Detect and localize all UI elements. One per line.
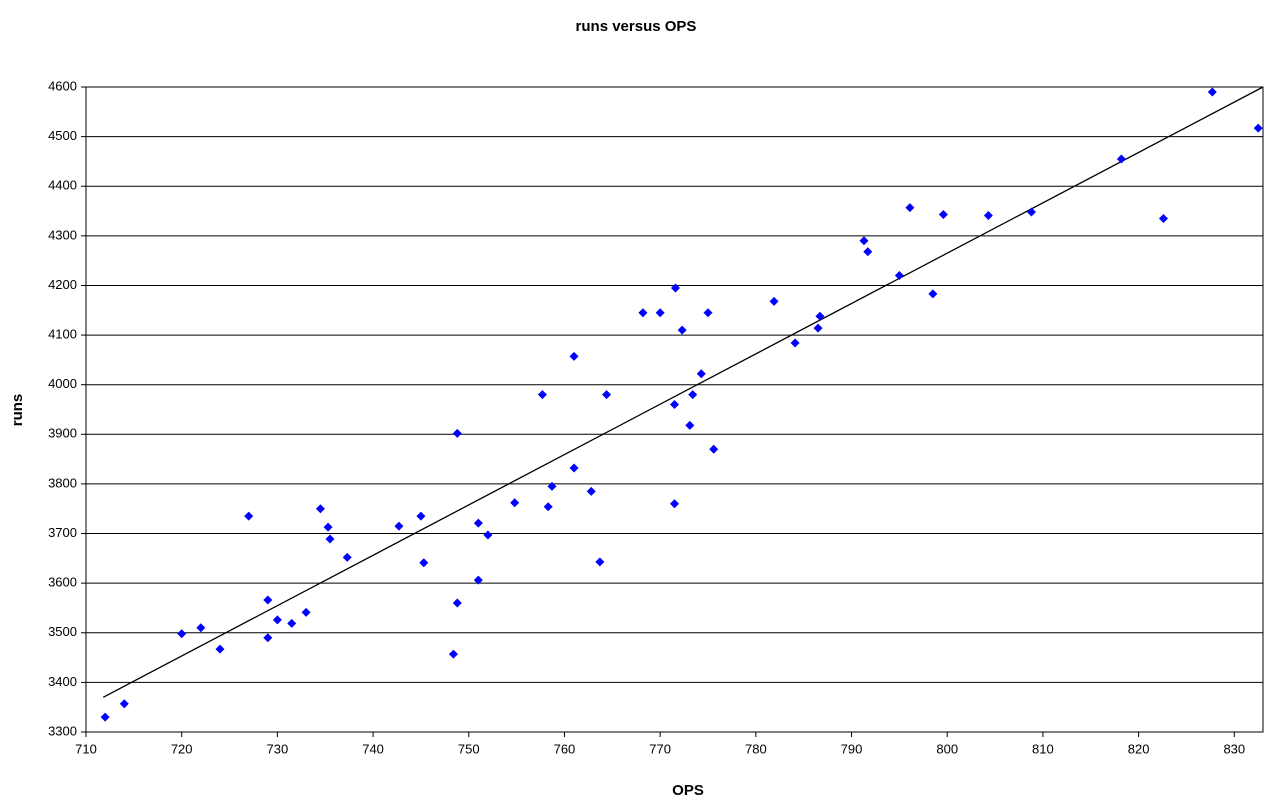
- y-tick-label: 3500: [48, 624, 77, 639]
- data-point: [928, 289, 938, 299]
- data-point: [677, 325, 687, 335]
- x-tick-label: 720: [171, 741, 193, 756]
- data-point: [547, 481, 557, 491]
- data-point: [1026, 207, 1036, 217]
- x-tick-label: 790: [841, 741, 863, 756]
- data-point: [569, 463, 579, 473]
- data-point: [473, 575, 483, 585]
- data-point: [483, 530, 493, 540]
- y-tick-label: 3300: [48, 723, 77, 738]
- data-point: [473, 518, 483, 528]
- data-point: [905, 203, 915, 213]
- data-point: [215, 644, 225, 654]
- y-tick-label: 3400: [48, 674, 77, 689]
- data-point: [685, 420, 695, 430]
- data-point: [894, 271, 904, 281]
- data-point: [655, 308, 665, 318]
- data-point: [448, 649, 458, 659]
- data-point: [416, 511, 426, 521]
- data-point: [1158, 213, 1168, 223]
- y-tick-label: 4100: [48, 327, 77, 342]
- trendline: [102, 86, 1264, 698]
- data-point: [1253, 123, 1263, 133]
- data-point: [100, 712, 110, 722]
- data-point: [569, 351, 579, 361]
- x-tick-label: 800: [936, 741, 958, 756]
- x-tick-label: 780: [745, 741, 767, 756]
- data-point: [859, 236, 869, 246]
- data-point: [815, 311, 825, 321]
- x-tick-label: 770: [649, 741, 671, 756]
- x-tick-label: 740: [362, 741, 384, 756]
- data-point: [670, 283, 680, 293]
- x-tick-label: 820: [1128, 741, 1150, 756]
- data-point: [244, 511, 254, 521]
- data-point: [1116, 154, 1126, 164]
- x-tick-label: 810: [1032, 741, 1054, 756]
- data-point: [813, 323, 823, 333]
- data-point: [272, 615, 282, 625]
- data-point: [510, 498, 520, 508]
- data-point: [342, 552, 352, 562]
- data-point: [419, 558, 429, 568]
- data-point: [586, 486, 596, 496]
- data-point: [688, 390, 698, 400]
- data-point: [670, 499, 679, 509]
- data-point: [543, 502, 553, 512]
- y-tick-label: 3800: [48, 475, 77, 490]
- y-tick-label: 4600: [48, 78, 77, 93]
- data-point: [670, 400, 679, 410]
- data-point: [790, 338, 800, 348]
- x-tick-label: 730: [267, 741, 289, 756]
- y-axis-label: runs: [9, 394, 26, 427]
- data-point: [703, 308, 713, 318]
- data-point: [323, 522, 333, 532]
- data-point: [315, 504, 325, 514]
- x-tick-label: 830: [1223, 741, 1245, 756]
- data-point: [537, 390, 547, 400]
- data-point: [196, 623, 206, 633]
- data-point: [595, 557, 605, 567]
- data-point: [452, 428, 462, 438]
- data-point: [452, 598, 462, 608]
- x-tick-label: 710: [75, 741, 97, 756]
- data-point: [638, 308, 648, 318]
- y-tick-label: 4300: [48, 227, 77, 242]
- data-point: [709, 444, 719, 454]
- data-point: [1207, 87, 1217, 97]
- plot-area: [85, 86, 1264, 733]
- data-point: [177, 629, 187, 639]
- data-point: [938, 210, 948, 220]
- x-tick-label: 760: [554, 741, 576, 756]
- data-point: [263, 633, 273, 643]
- data-point: [119, 699, 129, 709]
- data-point: [263, 595, 273, 605]
- y-tick-label: 4000: [48, 376, 77, 391]
- data-point: [394, 521, 404, 531]
- data-point: [863, 247, 873, 257]
- data-point: [301, 607, 311, 617]
- x-tick-label: 750: [458, 741, 480, 756]
- data-point: [287, 618, 297, 628]
- y-tick-label: 3900: [48, 426, 77, 441]
- data-point: [983, 211, 993, 221]
- y-tick-label: 3700: [48, 525, 77, 540]
- y-tick-label: 4500: [48, 128, 77, 143]
- chart-title: runs versus OPS: [576, 18, 697, 35]
- y-tick-label: 4200: [48, 277, 77, 292]
- y-tick-label: 3600: [48, 575, 77, 590]
- x-axis-label: OPS: [672, 782, 704, 799]
- data-point: [769, 296, 779, 306]
- data-point: [325, 534, 335, 544]
- y-tick-label: 4400: [48, 178, 77, 193]
- data-point: [602, 390, 612, 400]
- data-point: [696, 369, 706, 379]
